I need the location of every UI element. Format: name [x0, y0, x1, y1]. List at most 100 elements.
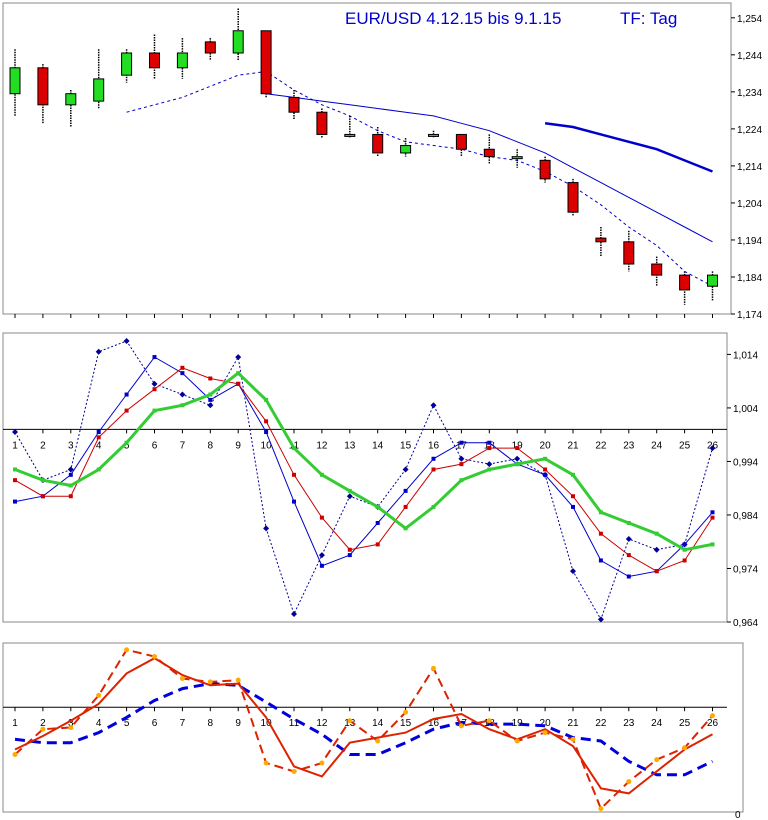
oscillator-point [40, 478, 45, 483]
candle-body [539, 159, 551, 180]
oscillator-point [40, 494, 45, 499]
oscillator-point [346, 493, 353, 500]
oscillator-point [654, 569, 659, 574]
indicator-point [598, 806, 604, 812]
oscillator-x-label: 21 [567, 440, 579, 451]
oscillator-x-label: 1 [12, 440, 18, 451]
oscillator-x-label: 13 [344, 440, 356, 451]
candle-body [651, 263, 663, 276]
candle-body [121, 52, 133, 76]
oscillator-axis-label: 0,994 [733, 457, 758, 468]
oscillator-x-label: 5 [124, 440, 130, 451]
oscillator-point [347, 547, 352, 552]
indicator-line-3 [14, 648, 714, 811]
oscillator-point [515, 462, 520, 467]
indicator-x-label: 6 [152, 718, 158, 729]
indicator-point [682, 745, 688, 751]
candle-body [623, 241, 635, 265]
indicator-point [375, 738, 381, 744]
oscillator-point [319, 472, 324, 477]
oscillator-point [571, 494, 575, 499]
oscillator-point [180, 403, 185, 408]
oscillator-point [264, 397, 269, 402]
oscillator-x-label: 23 [623, 440, 635, 451]
oscillator-point [487, 446, 492, 451]
candle-body [372, 133, 384, 154]
candle-body [344, 133, 356, 137]
oscillator-x-label: 18 [484, 440, 496, 451]
oscillator-point [654, 531, 659, 536]
candle-body [316, 111, 328, 135]
price-axis-label: 1,184 [737, 273, 762, 284]
indicator-point [458, 723, 464, 729]
oscillator-point [625, 536, 632, 543]
indicator-x-label: 7 [180, 718, 186, 729]
oscillator-point [487, 440, 492, 445]
candle-body [65, 93, 77, 106]
oscillator-point [291, 610, 297, 617]
oscillator-point [653, 546, 660, 553]
oscillator-point [152, 355, 157, 360]
indicator-x-label: 11 [289, 718, 300, 729]
candle-body [288, 96, 300, 113]
oscillator-point [151, 380, 158, 387]
oscillator-x-label: 24 [651, 440, 663, 451]
oscillator-point [430, 402, 437, 409]
oscillator-point [347, 553, 352, 558]
candle-body [567, 182, 579, 213]
oscillator-point [152, 387, 157, 392]
indicator-x-label: 9 [235, 718, 241, 729]
indicator-point [403, 709, 409, 715]
oscillator-point [710, 515, 715, 520]
oscillator-point [292, 446, 296, 451]
indicator-x-label: 21 [567, 718, 579, 729]
indicator-point [542, 730, 548, 736]
candle-body [679, 274, 691, 291]
oscillator-point [124, 408, 129, 413]
oscillator-point [96, 430, 101, 435]
oscillator-point [571, 504, 575, 509]
oscillator-point [95, 348, 102, 355]
candle-body [9, 67, 21, 95]
oscillator-point [598, 531, 603, 536]
oscillator-point [709, 445, 716, 452]
indicator-x-label: 1 [12, 718, 18, 729]
candle-body [595, 237, 607, 243]
oscillator-point [208, 392, 213, 397]
indicator-point [570, 736, 576, 742]
oscillator-point [375, 520, 380, 525]
oscillator-point [543, 467, 548, 472]
oscillator-point [124, 440, 129, 445]
oscillator-point [431, 504, 436, 509]
indicator-x-label: 19 [512, 718, 524, 729]
indicator-point [40, 726, 46, 732]
oscillator-point [487, 467, 492, 472]
oscillator-x-label: 14 [372, 440, 384, 451]
indicator-point [207, 679, 213, 685]
indicator-x-label: 25 [679, 718, 691, 729]
candle-body [176, 52, 188, 69]
oscillator-point [682, 547, 687, 552]
oscillator-x-label: 17 [456, 440, 468, 451]
oscillator-point [68, 483, 73, 488]
indicator-line-2 [14, 657, 713, 795]
price-axis-label: 1,234 [737, 88, 762, 99]
oscillator-point [292, 499, 296, 504]
oscillator-x-label: 25 [679, 440, 691, 451]
candle-body [483, 148, 495, 158]
oscillator-point [375, 542, 380, 547]
oscillator-point [180, 365, 185, 370]
oscillator-point [458, 455, 465, 462]
oscillator-axis-label: 0,964 [733, 618, 758, 629]
indicator-x-label: 22 [595, 718, 607, 729]
oscillator-point [13, 478, 17, 483]
indicator-x-label: 26 [707, 718, 719, 729]
oscillator-point [402, 466, 409, 473]
indicator-x-label: 2 [40, 718, 46, 729]
oscillator-x-label: 9 [235, 440, 241, 451]
oscillator-point [236, 371, 241, 376]
candle-body [260, 30, 272, 95]
indicator-point [710, 713, 715, 719]
oscillator-point [319, 563, 324, 568]
